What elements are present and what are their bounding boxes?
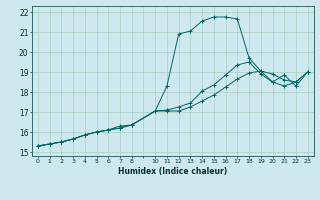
X-axis label: Humidex (Indice chaleur): Humidex (Indice chaleur) <box>118 167 228 176</box>
